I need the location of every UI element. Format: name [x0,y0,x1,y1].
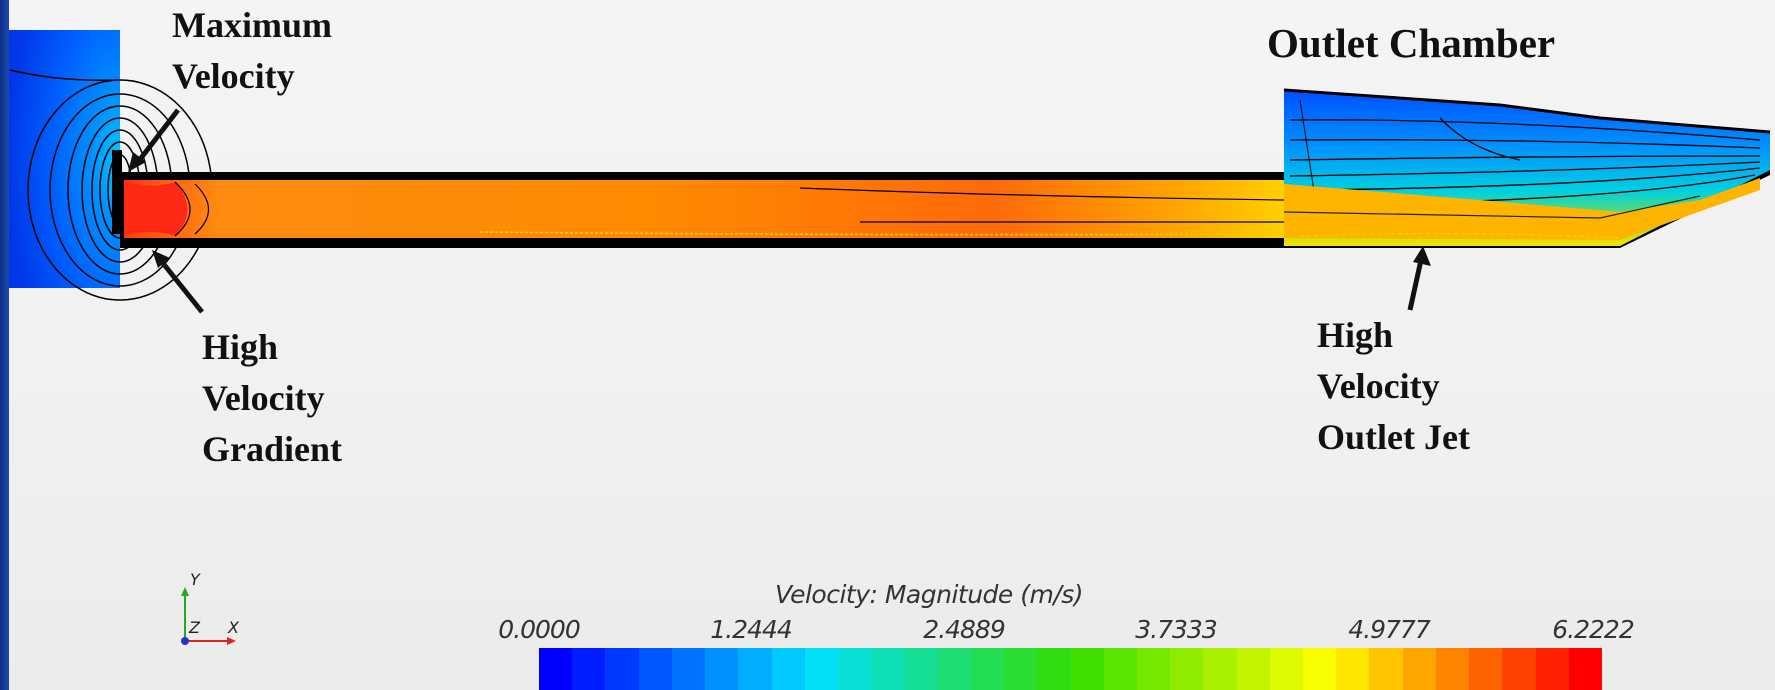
legend-tick: 6.2222 [1552,615,1634,644]
legend-title: Velocity: Magnitude (m/s) [774,580,1084,609]
axes-triad [181,587,236,645]
annotation-line: High [202,327,279,367]
velocity-contour-plot [9,30,1771,645]
colorbar-swatch [904,648,938,690]
colorbar-swatch [804,648,838,690]
colorbar-swatch [1402,648,1436,690]
colorbar-swatch [1535,648,1569,690]
colorbar-swatch [1336,648,1370,690]
colorbar-swatch [1136,648,1171,690]
colorbar-swatch [738,648,772,690]
arrow-maximum-velocity [136,108,180,164]
arrow-velocity-gradient [160,260,204,314]
channel-region [120,170,1770,248]
colorbar-swatch [1103,648,1137,690]
colorbar-swatch [1303,648,1337,690]
colorbar-swatch [705,648,739,690]
arrowhead-maximum-velocity [128,152,146,172]
slide-border [0,0,9,690]
legend-tick: 3.7333 [1135,615,1217,644]
legend-tick: 4.9777 [1348,615,1430,644]
annotation-line: Maximum [172,5,332,45]
legend-tick: 0.0000 [498,615,580,644]
colorbar-swatch [1037,648,1071,690]
colorbar-swatch [970,648,1005,690]
annotation-maximum-velocity: Maximum Velocity [172,0,332,102]
colorbar-swatch [1170,648,1204,690]
colorbar-swatch [671,648,706,690]
arrowhead-outlet-jet [1413,246,1431,266]
arrowhead-velocity-gradient [152,250,170,268]
colorbar-swatch [1369,648,1403,690]
legend-tick: 1.2444 [710,615,792,644]
annotation-arrows [128,108,1431,314]
colorbar-swatch [771,648,805,690]
x-axis-head [227,637,236,645]
arrow-outlet-jet [1407,259,1424,311]
annotation-high-velocity-outlet-jet: High Velocity Outlet Jet [1317,310,1470,463]
colorbar-swatch [1435,648,1470,690]
legend-tick: 2.4889 [923,615,1005,644]
colorbar-swatch [1004,648,1038,690]
annotation-line: Velocity [1317,366,1440,406]
annotation-line: Velocity [202,378,325,418]
z-axis-dot [181,637,189,645]
annotation-line: Gradient [202,429,342,469]
colorbar-swatch [605,648,639,690]
colorbar-swatch [1236,648,1270,690]
axis-label-x: X [228,618,239,637]
annotation-line: Velocity [172,56,295,96]
colorbar-swatch [871,648,905,690]
y-axis-head [181,587,189,596]
legend-colorbar [539,648,1602,690]
annotation-line: Outlet Jet [1317,417,1470,457]
colorbar-swatch [638,648,672,690]
colorbar-swatch [937,648,971,690]
colorbar-swatch [1568,648,1602,690]
colorbar-swatch [1269,648,1304,690]
annotation-line: High [1317,315,1394,355]
colorbar-swatch [837,648,872,690]
colorbar-swatch [1203,648,1237,690]
visualization-canvas: Maximum Velocity High Velocity Gradient … [9,0,1775,690]
axis-label-z: Z [189,618,200,637]
annotation-outlet-chamber: Outlet Chamber [1267,20,1556,66]
axis-label-y: Y [190,570,200,589]
colorbar-swatch [539,648,573,690]
annotation-high-velocity-gradient: High Velocity Gradient [202,322,342,475]
colorbar-swatch [1502,648,1536,690]
colorbar-swatch [1469,648,1503,690]
colorbar-swatch [1070,648,1104,690]
colorbar-swatch [572,648,606,690]
